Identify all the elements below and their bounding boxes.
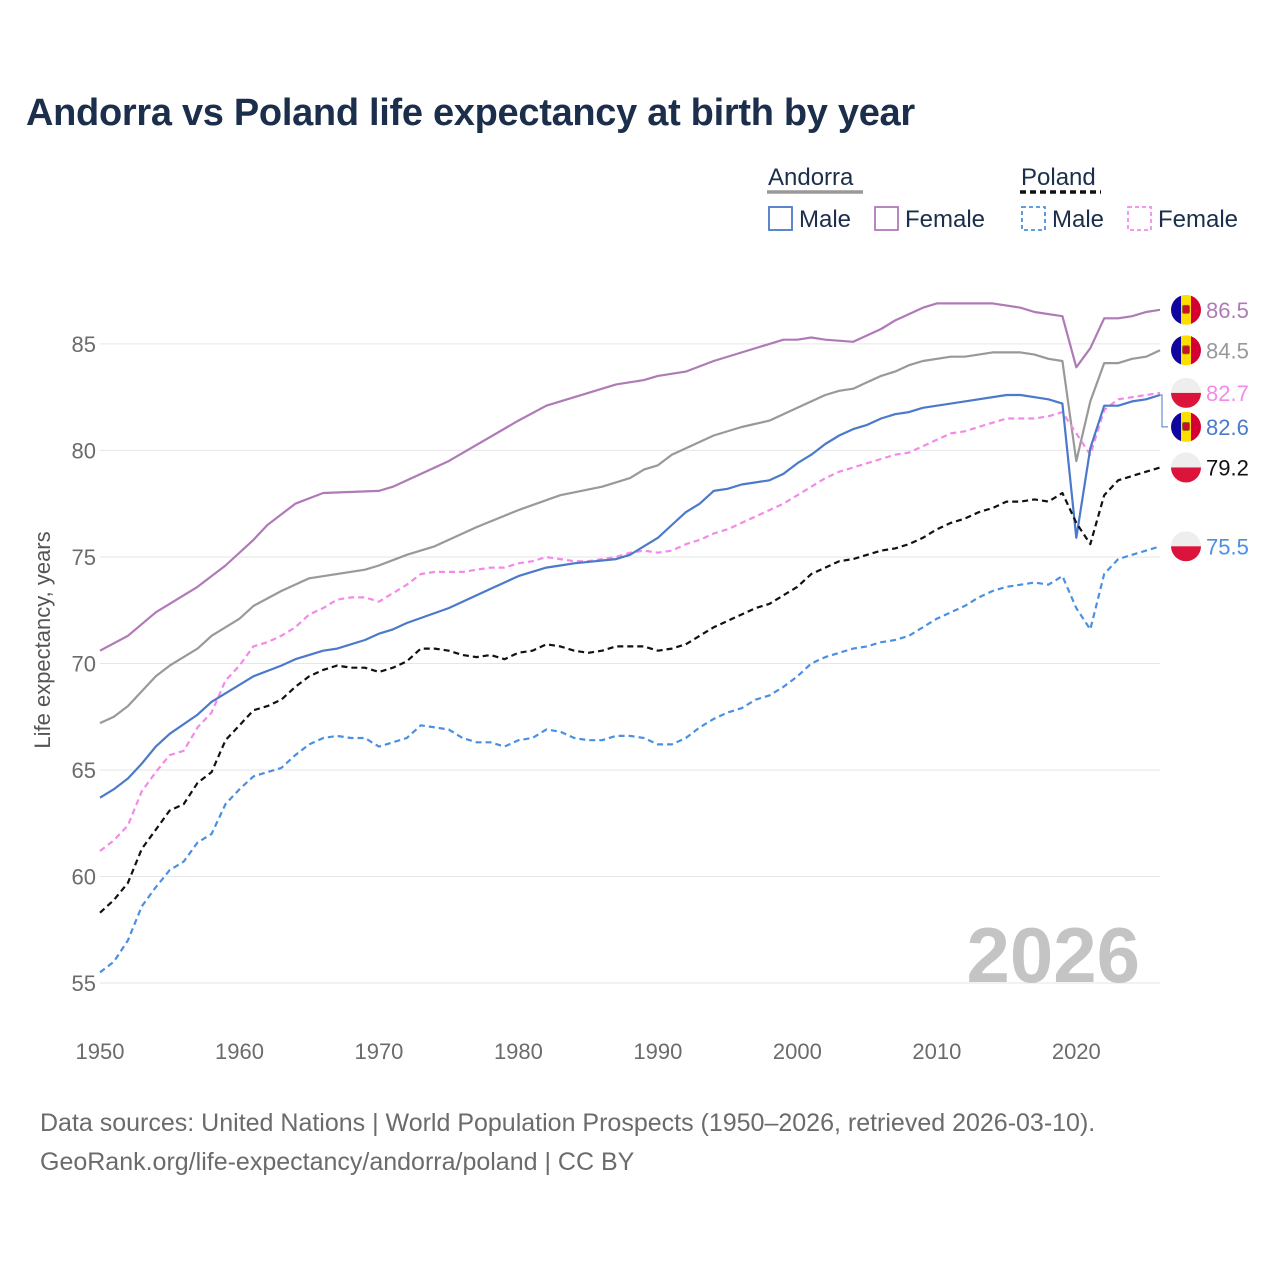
y-tick-label: 75 xyxy=(72,545,96,570)
source-line-1: Data sources: United Nations | World Pop… xyxy=(40,1109,1096,1137)
year-watermark: 2026 xyxy=(966,911,1140,999)
end-value-label: 82.7 xyxy=(1206,381,1249,406)
chart-title: Andorra vs Poland life expectancy at bir… xyxy=(26,92,915,134)
series-line-andorra-both xyxy=(99,349,1161,725)
legend-item-poland-male: Male xyxy=(1052,206,1104,233)
andorra-flag-icon xyxy=(1171,294,1201,325)
y-axis-ticks: 55 60 65 70 75 80 85 xyxy=(72,332,96,996)
x-tick-label: 2020 xyxy=(1052,1039,1101,1064)
series-line-andorra-male xyxy=(99,393,1161,799)
end-leader-line xyxy=(1160,394,1168,428)
legend-swatch xyxy=(874,206,899,231)
source-line-2: GeoRank.org/life-expectancy/andorra/pola… xyxy=(40,1148,635,1176)
series-line-poland-female xyxy=(99,391,1161,852)
legend-swatch xyxy=(768,206,793,231)
y-tick-label: 65 xyxy=(72,758,96,783)
end-value-label: 84.5 xyxy=(1206,338,1249,363)
legend-swatch xyxy=(1127,206,1152,231)
x-axis-ticks: 1950 1960 1970 1980 1990 2000 2010 2020 xyxy=(76,1039,1101,1064)
poland-flag-icon xyxy=(1171,452,1201,483)
legend: Andorra Male Female Poland Male Female xyxy=(767,164,1238,233)
series-line-poland-both xyxy=(99,466,1161,914)
x-tick-label: 2000 xyxy=(773,1039,822,1064)
series-line-andorra-female xyxy=(99,302,1161,652)
legend-item-poland-female: Female xyxy=(1158,206,1238,233)
x-tick-label: 1990 xyxy=(633,1039,682,1064)
poland-flag-icon xyxy=(1171,377,1201,408)
legend-group-andorra: Andorra xyxy=(768,164,854,191)
end-value-label: 86.5 xyxy=(1206,298,1249,323)
legend-group-poland: Poland xyxy=(1021,164,1096,191)
poland-flag-icon xyxy=(1171,531,1201,562)
y-tick-label: 80 xyxy=(72,438,96,463)
y-tick-label: 85 xyxy=(72,332,96,357)
x-tick-label: 1960 xyxy=(215,1039,264,1064)
line-chart: 55 60 65 70 75 80 85 1950 1960 1970 1980 1990 2000 2… xyxy=(30,164,1249,1064)
y-tick-label: 60 xyxy=(72,865,96,890)
end-value-label: 79.2 xyxy=(1206,455,1249,480)
series-lines xyxy=(99,302,1161,974)
andorra-flag-icon xyxy=(1171,335,1201,366)
legend-item-andorra-male: Male xyxy=(799,206,851,233)
series-line-poland-male xyxy=(99,545,1161,974)
grid-lines xyxy=(100,343,1160,984)
x-tick-label: 1950 xyxy=(76,1039,125,1064)
y-axis-label: Life expectancy, years xyxy=(30,531,55,748)
x-tick-label: 1970 xyxy=(354,1039,403,1064)
end-labels: 86.5 84.5 82.7 82.6 79.2 75.5 xyxy=(1160,294,1249,562)
y-tick-label: 70 xyxy=(72,651,96,676)
end-value-label: 75.5 xyxy=(1206,534,1249,559)
y-tick-label: 55 xyxy=(72,971,96,996)
x-tick-label: 2010 xyxy=(912,1039,961,1064)
source-note: Data sources: United Nations | World Pop… xyxy=(40,1104,1095,1182)
legend-item-andorra-female: Female xyxy=(905,206,985,233)
andorra-flag-icon xyxy=(1171,411,1201,442)
legend-swatch xyxy=(1021,206,1046,231)
end-value-label: 82.6 xyxy=(1206,415,1249,440)
x-tick-label: 1980 xyxy=(494,1039,543,1064)
